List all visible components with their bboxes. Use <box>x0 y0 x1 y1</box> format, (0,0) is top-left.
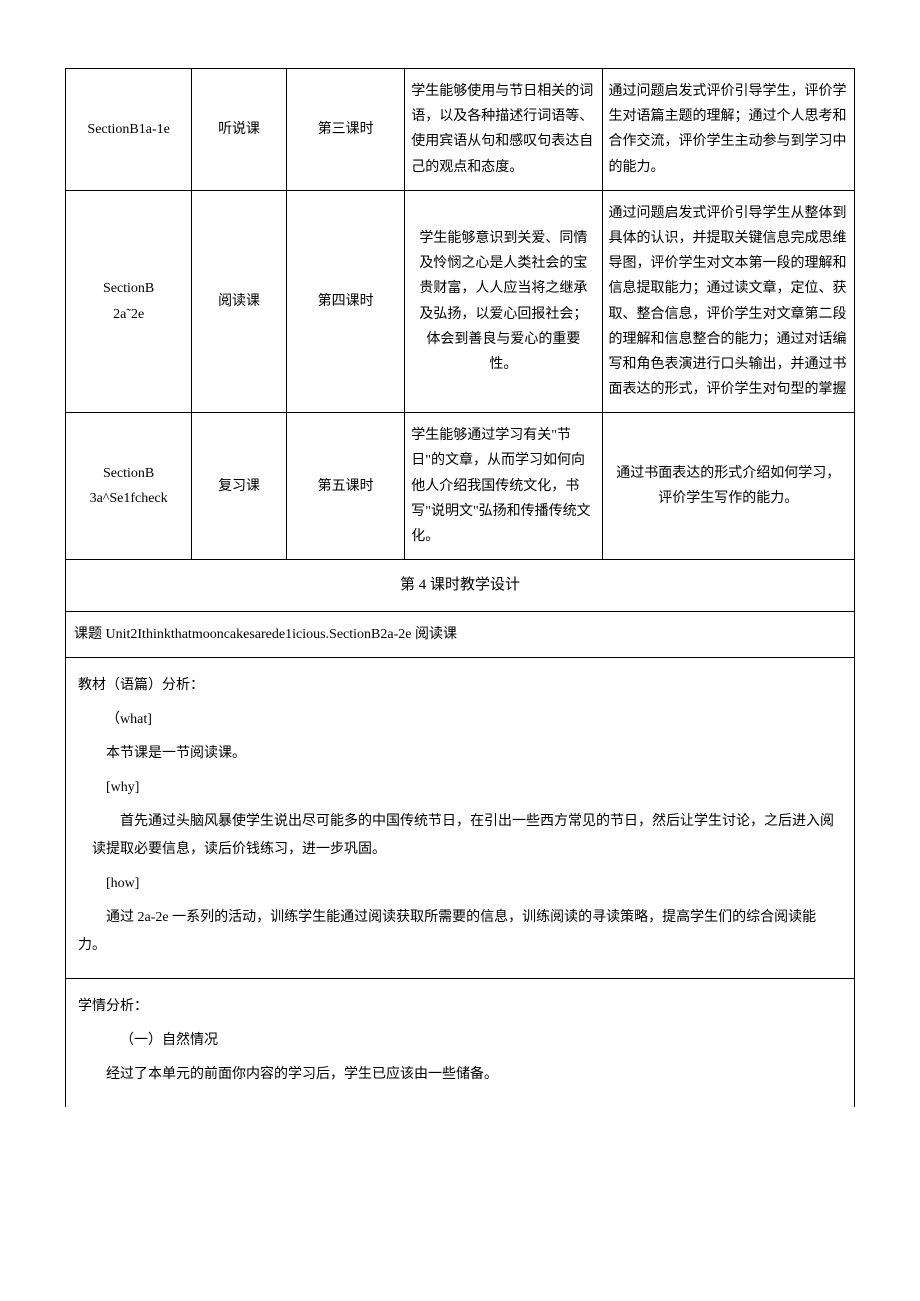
evaluation-cell: 通过问题启发式评价引导学生，评价学生对语篇主题的理解；通过个人思考和合作交流，评… <box>602 69 855 191</box>
student-analysis-row: 学情分析： （一）自然情况 经过了本单元的前面你内容的学习后，学生已应该由一些储… <box>66 979 855 1108</box>
period-cell: 第四课时 <box>286 190 404 413</box>
objective-cell: 学生能够使用与节日相关的词语，以及各种描述行词语等、使用宾语从句和感叹句表达自己… <box>405 69 602 191</box>
table-row: SectionB 3a^Se1fcheck 复习课 第五课时 学生能够通过学习有… <box>66 413 855 560</box>
heading-cell: 第 4 课时教学设计 <box>66 560 855 612</box>
student-title: 学情分析： <box>78 993 842 1021</box>
student-analysis-cell: 学情分析： （一）自然情况 经过了本单元的前面你内容的学习后，学生已应该由一些储… <box>66 979 855 1108</box>
objective-cell: 学生能够通过学习有关"节日"的文章，从而学习如何向他人介绍我国传统文化，书写"说… <box>405 413 602 560</box>
table-row: SectionB 2a˜2e 阅读课 第四课时 学生能够意识到关爱、同情及怜悯之… <box>66 190 855 413</box>
table-row: SectionB1a-1e 听说课 第三课时 学生能够使用与节日相关的词语，以及… <box>66 69 855 191</box>
section-cell: SectionB 2a˜2e <box>66 190 192 413</box>
section-cell: SectionB1a-1e <box>66 69 192 191</box>
material-title: 教材（语篇）分析： <box>78 672 842 700</box>
topic-cell: 课题 Unit2Ithinkthatmooncakesarede1icious.… <box>66 612 855 658</box>
section-cell: SectionB 3a^Se1fcheck <box>66 413 192 560</box>
what-body: 本节课是一节阅读课。 <box>78 740 842 768</box>
how-body: 通过 2a-2e 一系列的活动，训练学生能通过阅读获取所需要的信息，训练阅读的寻… <box>78 904 842 960</box>
material-analysis-row: 教材（语篇）分析： （what] 本节课是一节阅读课。 [why] 首先通过头脑… <box>66 658 855 979</box>
heading-row: 第 4 课时教学设计 <box>66 560 855 612</box>
section-line2: 3a^Se1fcheck <box>72 486 185 511</box>
student-body: 经过了本单元的前面你内容的学习后，学生已应该由一些储备。 <box>78 1061 842 1089</box>
how-label: [how] <box>78 870 842 898</box>
section-line2: 2a˜2e <box>72 302 185 327</box>
objective-cell: 学生能够意识到关爱、同情及怜悯之心是人类社会的宝贵财富，人人应当将之继承及弘扬，… <box>405 190 602 413</box>
why-body: 首先通过头脑风暴使学生说出尽可能多的中国传统节日，在引出一些西方常见的节日，然后… <box>78 808 842 864</box>
section-line1: SectionB <box>72 461 185 486</box>
lesson-plan-table: SectionB1a-1e 听说课 第三课时 学生能够使用与节日相关的词语，以及… <box>65 68 855 1107</box>
type-cell: 阅读课 <box>192 190 287 413</box>
period-cell: 第五课时 <box>286 413 404 560</box>
evaluation-cell: 通过书面表达的形式介绍如何学习，评价学生写作的能力。 <box>602 413 855 560</box>
type-cell: 复习课 <box>192 413 287 560</box>
student-sub: （一）自然情况 <box>78 1027 842 1055</box>
section-line1: SectionB <box>72 276 185 301</box>
type-cell: 听说课 <box>192 69 287 191</box>
what-label: （what] <box>78 706 842 734</box>
topic-row: 课题 Unit2Ithinkthatmooncakesarede1icious.… <box>66 612 855 658</box>
evaluation-cell: 通过问题启发式评价引导学生从整体到具体的认识，并提取关键信息完成思维导图，评价学… <box>602 190 855 413</box>
material-analysis-cell: 教材（语篇）分析： （what] 本节课是一节阅读课。 [why] 首先通过头脑… <box>66 658 855 979</box>
period-cell: 第三课时 <box>286 69 404 191</box>
why-label: [why] <box>78 774 842 802</box>
